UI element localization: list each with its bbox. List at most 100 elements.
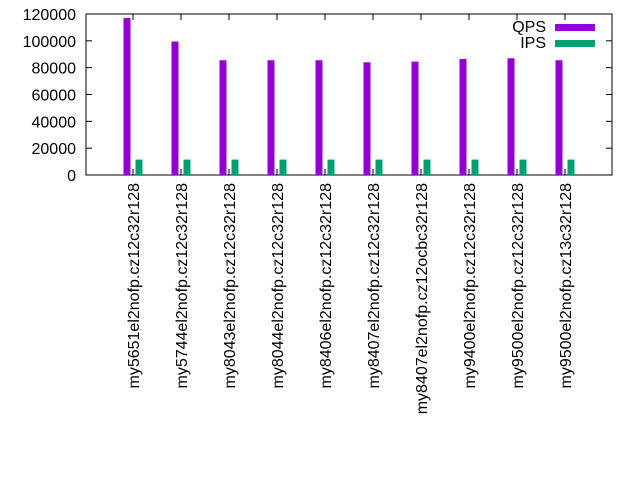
x-label-part: 2nofp.cz12 <box>222 241 239 319</box>
x-label-main: my9500 <box>510 331 527 388</box>
x-label-part: 32r128 <box>510 183 527 233</box>
x-label-part: 32r128 <box>462 183 479 233</box>
x-tick-label-text: my5744el2nofp.cz12c32r128 <box>174 183 191 389</box>
x-label-part: 2nofp.cz12 <box>510 241 527 319</box>
x-label-part: el <box>510 319 527 331</box>
x-label-part: 32r128 <box>558 183 575 233</box>
x-axis-labels: my5651el2nofp.cz12c32r128my5744el2nofp.c… <box>126 183 575 414</box>
x-label-part: 32r128 <box>222 183 239 233</box>
x-label-part: c <box>366 233 383 241</box>
y-tick-label: 40000 <box>32 114 77 131</box>
x-tick-label-text: my8407el2nofp.cz12c32r128 <box>366 183 383 389</box>
x-label-part: 2nofp.cz12 <box>366 241 383 319</box>
bar-qps <box>171 41 179 175</box>
y-tick-label: 120000 <box>23 7 76 24</box>
x-tick-label: my8043el2nofp.cz12c32r128 <box>222 183 239 389</box>
x-label-main: my8407 <box>366 331 383 388</box>
y-tick-label: 0 <box>67 168 76 185</box>
bar-qps <box>219 60 227 175</box>
x-label-main: my9500 <box>558 331 575 388</box>
y-tick-label: 80000 <box>32 61 77 78</box>
bar-ips <box>135 159 143 175</box>
legend-swatch-qps <box>555 24 595 31</box>
bars <box>123 14 575 176</box>
bar-qps <box>459 58 467 176</box>
x-tick-label: my9500el2nofp.cz13c32r128 <box>558 183 575 389</box>
bar-ips <box>327 159 335 175</box>
bar-qps <box>555 60 563 175</box>
x-label-part: c <box>222 233 239 241</box>
x-label-part: el <box>558 319 575 331</box>
x-label-part: ocb <box>414 241 431 267</box>
x-label-part: c <box>126 233 143 241</box>
legend-label-ips: IPS <box>520 35 546 52</box>
x-tick-label: my8407el2nofp.cz12ocbc32r128 <box>414 183 431 414</box>
x-label-part: 32r128 <box>126 183 143 233</box>
bar-qps <box>123 18 131 176</box>
x-label-part: 2nofp.cz12 <box>174 241 191 319</box>
x-tick-label-text: my9500el2nofp.cz12c32r128 <box>510 183 527 389</box>
x-label-part: c <box>414 233 431 241</box>
x-label-part: c <box>174 233 191 241</box>
x-label-part: el <box>318 319 335 331</box>
x-label-part: c <box>270 233 287 241</box>
x-tick-label: my8044el2nofp.cz12c32r128 <box>270 183 287 389</box>
legend-label-qps: QPS <box>512 19 546 36</box>
bar-ips <box>183 159 191 175</box>
x-label-part: 32r128 <box>318 183 335 233</box>
x-tick-label: my9400el2nofp.cz12c32r128 <box>462 183 479 389</box>
x-tick-label: my8406el2nofp.cz12c32r128 <box>318 183 335 389</box>
x-label-part: 32r128 <box>270 183 287 233</box>
x-label-part: c <box>462 233 479 241</box>
x-label-part: 2nofp.cz12 <box>270 241 287 319</box>
bar-ips <box>567 159 575 175</box>
x-label-part: el <box>222 319 239 331</box>
x-tick-label-text: my9400el2nofp.cz12c32r128 <box>462 183 479 389</box>
x-label-main: my8044 <box>270 331 287 388</box>
bar-ips <box>375 159 383 175</box>
x-tick-label-text: my8043el2nofp.cz12c32r128 <box>222 183 239 389</box>
bar-ips <box>231 159 239 175</box>
bar-ips <box>423 159 431 175</box>
bar-ips <box>471 159 479 175</box>
x-label-part: 2nofp.cz12 <box>414 267 431 345</box>
x-label-part: 2nofp.cz12 <box>126 241 143 319</box>
bar-ips <box>279 159 287 175</box>
bar-qps <box>363 62 371 175</box>
x-tick-label: my5651el2nofp.cz12c32r128 <box>126 183 143 389</box>
x-label-part: el <box>126 319 143 331</box>
bar-qps <box>315 60 323 175</box>
x-label-main: my8407 <box>414 357 431 414</box>
x-label-main: my8406 <box>318 331 335 388</box>
x-label-part: el <box>366 319 383 331</box>
bar-ips <box>519 159 527 175</box>
x-label-main: my9400 <box>462 331 479 388</box>
x-tick-label: my8407el2nofp.cz12c32r128 <box>366 183 383 389</box>
x-label-main: my5651 <box>126 331 143 388</box>
x-tick-label-text: my8407el2nofp.cz12ocbc32r128 <box>414 183 431 414</box>
y-tick-label: 100000 <box>23 34 76 51</box>
x-label-part: el <box>414 345 431 357</box>
x-label-main: my5744 <box>174 331 191 388</box>
x-tick-label-text: my9500el2nofp.cz13c32r128 <box>558 183 575 389</box>
x-label-part: el <box>270 319 287 331</box>
bar-qps <box>507 58 515 175</box>
x-label-part: 32r128 <box>366 183 383 233</box>
x-label-part: c <box>318 233 335 241</box>
x-label-part: 2nofp.cz12 <box>462 241 479 319</box>
y-tick-label: 60000 <box>32 88 77 105</box>
x-tick-label-text: my8044el2nofp.cz12c32r128 <box>270 183 287 389</box>
x-label-part: c <box>558 233 575 241</box>
bar-qps <box>411 61 419 175</box>
x-label-part: c <box>510 233 527 241</box>
y-axis: 0 20000 40000 60000 80000 100000 120000 <box>23 7 612 185</box>
x-tick-label: my5744el2nofp.cz12c32r128 <box>174 183 191 389</box>
x-label-part: el <box>462 319 479 331</box>
x-tick-label-text: my8406el2nofp.cz12c32r128 <box>318 183 335 389</box>
bar-qps <box>267 60 275 175</box>
x-label-part: 32r128 <box>414 183 431 233</box>
y-tick-label: 20000 <box>32 141 77 158</box>
x-tick-label: my9500el2nofp.cz12c32r128 <box>510 183 527 389</box>
